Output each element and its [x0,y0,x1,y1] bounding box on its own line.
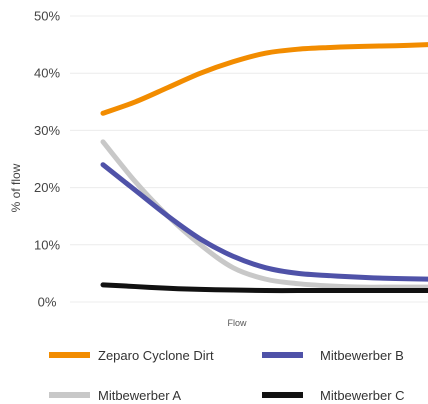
x-axis-label: Flow [227,318,247,328]
legend-label: Zeparo Cyclone Dirt [98,348,214,363]
legend-label: Mitbewerber C [320,388,405,403]
y-tick-label: 20% [34,180,60,195]
legend-item-mitbewerber-b: Mitbewerber B [262,348,404,363]
y-tick-label: 30% [34,123,60,138]
series-line-mitbewerber-c [100,282,428,294]
legend-label: Mitbewerber A [98,388,181,403]
series-line-zeparo-cyclone-dirt [100,42,428,116]
series-lines [100,42,428,294]
y-axis-label: % of flow [9,163,23,212]
legend-item-mitbewerber-a: Mitbewerber A [49,388,181,403]
series-line-mitbewerber-b [100,162,428,282]
legend: Zeparo Cyclone Dirt Mitbewerber A Mitbewer… [49,348,405,403]
legend-item-zeparo-cyclone-dirt: Zeparo Cyclone Dirt [49,348,214,363]
legend-item-mitbewerber-c: Mitbewerber C [262,388,405,403]
legend-label: Mitbewerber B [320,348,404,363]
y-tick-label: 50% [34,9,60,24]
y-tick-label: 10% [34,237,60,252]
y-tick-label: 0% [38,295,57,310]
y-tick-label: 40% [34,66,60,81]
y-tick-labels: 0% 10% 20% 30% 40% 50% [34,9,60,310]
